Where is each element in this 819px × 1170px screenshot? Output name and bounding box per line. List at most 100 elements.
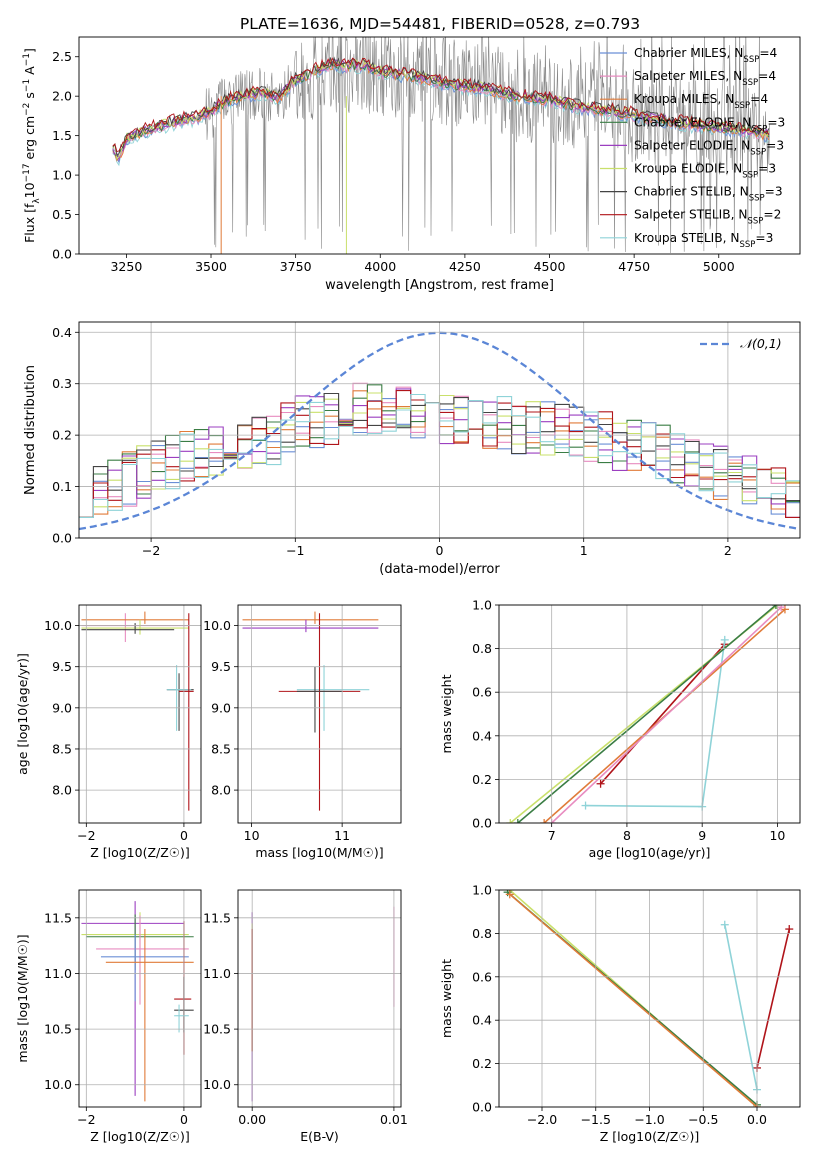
y-axis-label-part: λ	[32, 198, 42, 204]
y-tick-label: 0.6	[472, 685, 492, 700]
y-tick-label: 0.4	[472, 728, 492, 743]
plot-area-mass_vs_Z	[81, 901, 194, 1102]
legend-subscript: SSP	[751, 124, 767, 134]
legend-label: Salpeter ELODIE, N	[634, 138, 750, 152]
y-tick-label: 0.5	[52, 207, 72, 222]
legend-label: Kroupa MILES, N	[634, 92, 734, 106]
x-tick-label: 10	[769, 828, 785, 843]
legend-subscript: SSP	[743, 55, 759, 65]
y-axis-label: mass weight	[439, 959, 454, 1038]
x-tick-label: 9	[698, 828, 706, 843]
y-tick-label: 2.5	[52, 49, 72, 64]
legend-entry-chabrier_miles: Chabrier MILES, NSSP=4	[634, 46, 778, 65]
y-tick-label: 8.5	[211, 741, 231, 756]
y-tick-label: 0.0	[52, 247, 72, 262]
legend-entry-salpeter_stelib: Salpeter STELIB, NSSP=2	[634, 208, 781, 227]
y-tick-label: 1.0	[52, 168, 72, 183]
legend-value: =3	[766, 138, 784, 152]
legend-entry-kroupa_stelib: Kroupa STELIB, NSSP=3	[634, 231, 773, 250]
x-tick-label: 3250	[110, 259, 142, 274]
x-tick-label: −0.5	[688, 1112, 718, 1127]
y-tick-label: 11.5	[203, 910, 231, 925]
y-axis-label-part: −1	[22, 53, 32, 66]
x-tick-label: 0.01	[380, 1112, 408, 1127]
legend-entry-kroupa_elodie: Kroupa ELODIE, NSSP=3	[634, 162, 776, 181]
x-tick-label: 0.00	[238, 1112, 266, 1127]
legend-subscript: SSP	[742, 171, 758, 181]
legend-value: =2	[763, 208, 781, 222]
legend-entry-chabrier_elodie: Chabrier ELODIE, NSSP=3	[634, 115, 785, 134]
y-tick-label: 2.0	[52, 89, 72, 104]
axes-frame	[498, 889, 801, 1108]
y-tick-label: 8.5	[52, 741, 72, 756]
x-tick-label: 10	[244, 828, 260, 843]
plot-area-age_vs_mass	[242, 611, 379, 811]
panel-spectrum: 3250 3500 3750 4000 4250 4500 4750 5000 0.0 0.5 1.…	[22, 36, 801, 293]
x-axis-label: wavelength [Angstrom, rest frame]	[325, 278, 554, 293]
plot-area-spectrum	[112, 37, 770, 254]
y-tick-label: 1.0	[472, 883, 492, 898]
legend-subscript: SSP	[749, 194, 765, 204]
axes-frame	[237, 889, 402, 1108]
y-tick-label: 0.8	[472, 641, 492, 656]
y-tick-label: 10.0	[44, 618, 72, 633]
axes-frame	[237, 604, 402, 824]
legend-value: =4	[750, 92, 768, 106]
panel-massweight_vs_Z: −2.0 −1.5 −1.0 −0.5 0.0 0.0 0.2 0.4 0.6 0.8 1.0 Z […	[439, 883, 801, 1144]
mass-weight-line-chabrier_elodie	[517, 605, 777, 823]
legend-subscript: SSP	[750, 147, 766, 157]
y-tick-label: 9.0	[211, 700, 231, 715]
y-tick-label: 0.3	[52, 376, 72, 391]
y-tick-label: 8.0	[52, 783, 72, 798]
y-tick-label: 10.5	[203, 1022, 231, 1037]
axes-frame	[498, 604, 801, 824]
y-axis-label: mass weight	[439, 674, 454, 753]
x-tick-label: 0	[436, 543, 444, 558]
panel-age_vs_Z: −2 0 8.0 8.5 9.0 9.5 10.0 Z [log10(Z/Z☉)] age [l…	[15, 604, 202, 860]
x-tick-label: −2	[142, 543, 160, 558]
x-axis-label: mass [log10(M/M☉)]	[255, 845, 383, 860]
y-axis-label: mass [log10(M/M☉)]	[15, 934, 30, 1062]
x-tick-label: 3500	[195, 259, 227, 274]
y-tick-label: 1.5	[52, 128, 72, 143]
legend-label: Chabrier MILES, N	[634, 46, 743, 60]
legend-label: Kroupa STELIB, N	[634, 231, 740, 245]
x-tick-label: −1.5	[581, 1112, 611, 1127]
y-tick-label: 0.6	[472, 969, 492, 984]
y-axis-label-part: s	[22, 92, 37, 103]
x-tick-label: 4250	[449, 259, 481, 274]
axes-frame	[78, 604, 202, 824]
y-axis-label-part: 10	[22, 182, 37, 198]
panel-age_vs_mass: 10 11 8.0 8.5 9.0 9.5 10.0 mass [log10(M/M☉)]	[203, 604, 402, 860]
legend-entry-salpeter_miles: Salpeter MILES, NSSP=4	[634, 69, 776, 88]
x-tick-label: 7	[548, 828, 556, 843]
x-tick-label: 4500	[534, 259, 566, 274]
y-axis-label-part: −17	[22, 163, 32, 182]
mass-weight-line-kroupa_stelib	[724, 924, 758, 1090]
y-tick-label: 11.0	[44, 966, 72, 981]
x-axis-label: Z [log10(Z/Z☉)]	[90, 845, 190, 860]
legend-label: Salpeter MILES, N	[634, 69, 742, 83]
y-tick-label: 8.0	[211, 783, 231, 798]
x-tick-label: 4750	[618, 259, 650, 274]
data-spectrum-line	[112, 37, 770, 254]
y-tick-label: 0.0	[52, 531, 72, 546]
panel-mass_vs_ebv: 0.00 0.01 10.0 10.5 11.0 11.5 E(B-V)	[203, 889, 408, 1144]
x-tick-label: 8	[623, 828, 631, 843]
x-tick-label: 0	[180, 1112, 188, 1127]
legend-value: =4	[759, 46, 777, 60]
plot-area-massweight_vs_age	[506, 605, 789, 823]
plot-area-age_vs_Z	[81, 611, 194, 811]
legend-entry-kroupa_miles: Kroupa MILES, NSSP=4	[634, 92, 768, 111]
x-tick-label: 0.0	[747, 1112, 767, 1127]
x-tick-label: 3750	[280, 259, 312, 274]
x-axis-label: age [log10(age/yr)]	[589, 845, 711, 860]
model-line-chabrier_elodie	[112, 60, 770, 158]
y-tick-label: 10.5	[44, 1022, 72, 1037]
legend-subscript: SSP	[747, 217, 763, 227]
legend-value: =3	[767, 115, 785, 129]
y-tick-label: 10.0	[44, 1077, 72, 1092]
x-tick-label: 11	[334, 828, 350, 843]
y-axis-label-part: A	[22, 66, 37, 79]
